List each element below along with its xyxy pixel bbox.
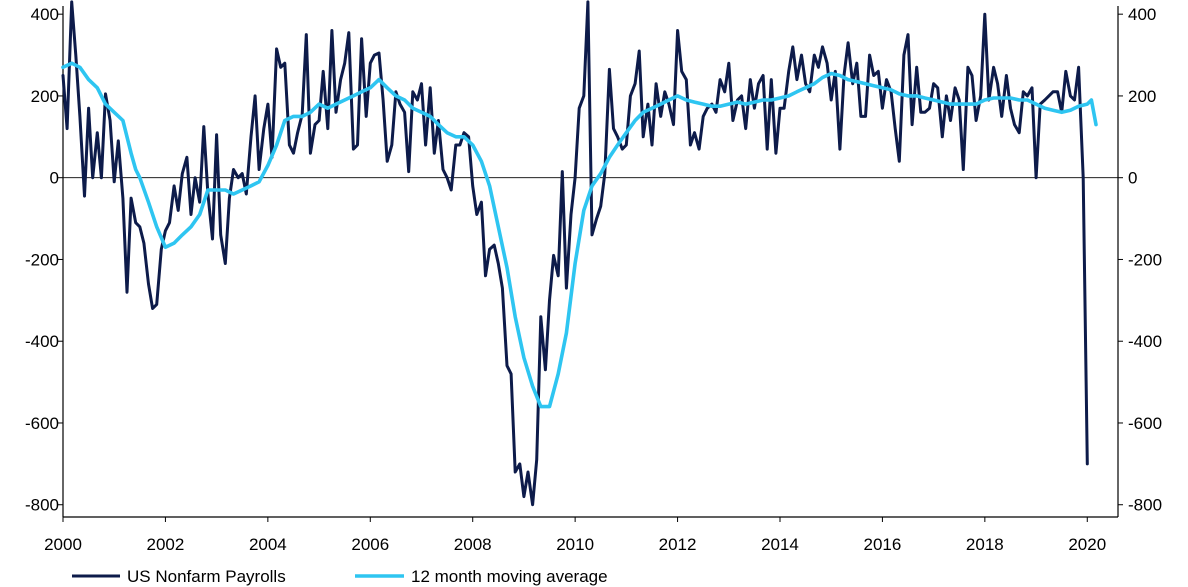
x-tick-label: 2016 — [864, 535, 902, 554]
legend: US Nonfarm Payrolls 12 month moving avera… — [72, 567, 608, 586]
payrolls-legend-label: US Nonfarm Payrolls — [127, 567, 286, 586]
right-tick-label: 200 — [1128, 87, 1156, 106]
right-tick-label: 400 — [1128, 5, 1156, 24]
left-tick-label: 400 — [31, 5, 59, 24]
moving_average-legend-label: 12 month moving average — [411, 567, 608, 586]
left-tick-label: 0 — [50, 169, 59, 188]
left-tick-label: 200 — [31, 87, 59, 106]
right-tick-label: -400 — [1128, 332, 1162, 351]
x-axis: 2000 2002 2004 2006 2008 2010 2012 2014 2016 2018… — [44, 517, 1106, 554]
left-y-axis: 400 200 0 -200 -400 -600 -800 — [25, 5, 63, 515]
right-tick-label: 0 — [1128, 169, 1137, 188]
x-tick-label: 2006 — [351, 535, 389, 554]
left-tick-label: -400 — [25, 332, 59, 351]
x-tick-label: 2008 — [454, 535, 492, 554]
left-tick-label: -200 — [25, 250, 59, 269]
right-tick-label: -200 — [1128, 250, 1162, 269]
x-tick-label: 2020 — [1068, 535, 1106, 554]
right-y-axis: 400 200 0 -200 -400 -600 -800 — [1118, 5, 1162, 515]
series-layer — [61, 0, 1098, 507]
x-tick-label: 2000 — [44, 535, 82, 554]
x-tick-label: 2012 — [659, 535, 697, 554]
right-tick-label: -600 — [1128, 414, 1162, 433]
x-tick-label: 2018 — [966, 535, 1004, 554]
x-tick-label: 2002 — [147, 535, 185, 554]
right-tick-label: -800 — [1128, 496, 1162, 515]
payrolls-series-line — [61, 0, 1089, 507]
moving_average-series-line — [61, 61, 1098, 409]
x-tick-label: 2014 — [761, 535, 799, 554]
x-tick-label: 2010 — [556, 535, 594, 554]
x-tick-label: 2004 — [249, 535, 287, 554]
left-tick-label: -600 — [25, 414, 59, 433]
left-tick-label: -800 — [25, 496, 59, 515]
